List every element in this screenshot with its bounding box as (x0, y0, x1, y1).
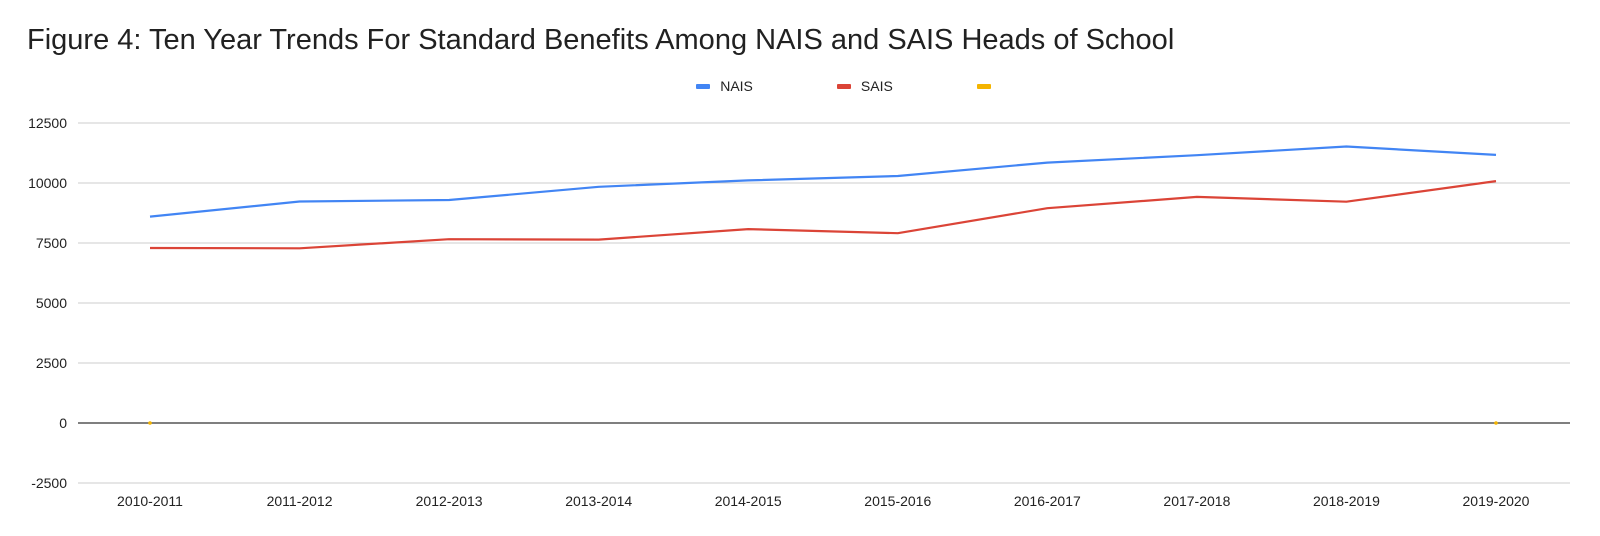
x-tick-label: 2014-2015 (715, 493, 782, 509)
x-tick-label: 2016-2017 (1014, 493, 1081, 509)
y-tick-label: 12500 (28, 115, 67, 131)
legend-item-nais[interactable]: NAIS (696, 78, 753, 94)
series-line-nais (149, 145, 1497, 218)
y-tick-label: 7500 (36, 235, 67, 251)
legend-swatch-nais (696, 83, 711, 89)
x-tick-label: 2012-2013 (416, 493, 483, 509)
legend-item-series-3[interactable] (911, 83, 1001, 89)
x-tick-label: 2011-2012 (267, 493, 333, 509)
x-tick-label: 2010-2011 (117, 493, 183, 509)
x-tick-label: 2018-2019 (1313, 493, 1380, 509)
series-point-series-3 (148, 421, 152, 425)
y-tick-label: -2500 (31, 475, 67, 491)
legend-swatch-sais (836, 83, 851, 89)
chart-title: Figure 4: Ten Year Trends For Standard B… (27, 24, 1175, 56)
x-tick-label: 2019-2020 (1463, 493, 1530, 509)
legend-label-sais: SAIS (860, 78, 893, 94)
x-tick-label: 2015-2016 (864, 493, 931, 509)
series-line-sais (149, 180, 1497, 250)
y-tick-label: 0 (59, 415, 67, 431)
y-tick-label: 10000 (28, 175, 67, 191)
y-tick-label: 5000 (36, 295, 67, 311)
legend-label-nais: NAIS (720, 78, 753, 94)
legend-swatch-series-3 (976, 83, 991, 89)
series-point-series-3 (1494, 421, 1498, 425)
chart-legend: NAIS SAIS (0, 78, 1600, 94)
x-tick-label: 2013-2014 (565, 493, 632, 509)
legend-item-sais[interactable]: SAIS (771, 78, 893, 94)
x-tick-label: 2017-2018 (1163, 493, 1230, 509)
y-tick-label: 2500 (36, 355, 67, 371)
